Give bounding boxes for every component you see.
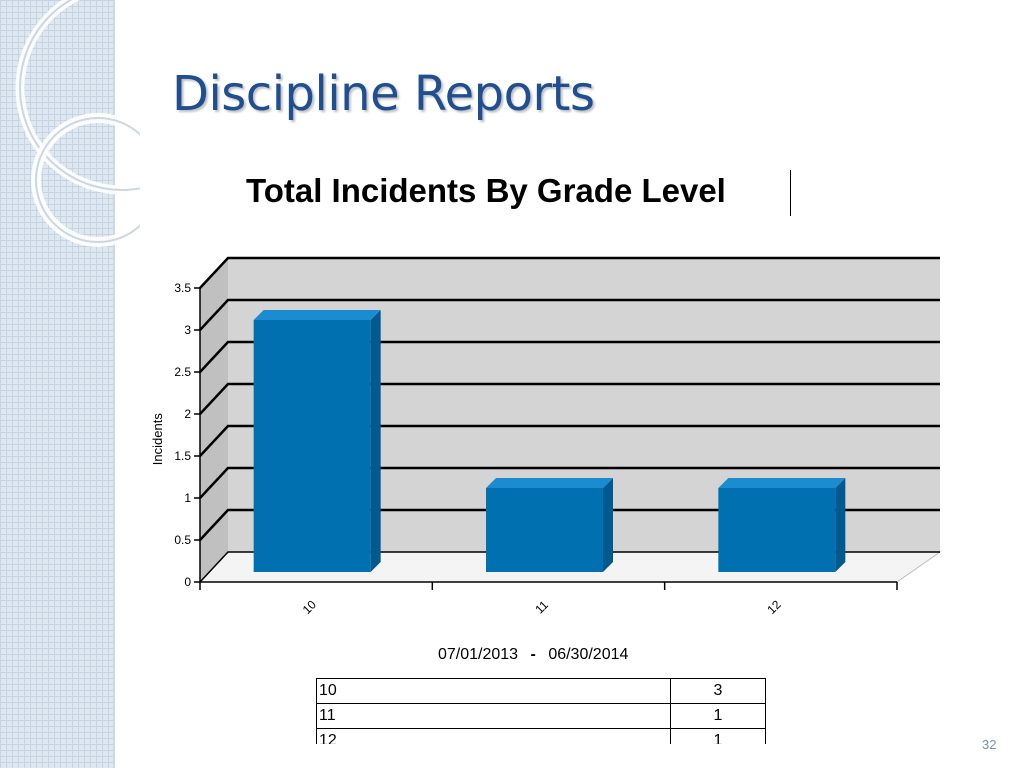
chart-side-wall [200,258,228,582]
bar-side [835,478,846,572]
data-table-container: 10 3 11 1 12 1 [316,678,766,744]
y-tick-label: 1 [184,491,191,505]
gridline [199,508,940,541]
y-tick-label: 3.5 [174,281,191,295]
table-cell-grade: 12 [316,728,671,744]
table-cell-count: 1 [670,728,766,744]
table-cell-count: 1 [670,703,766,729]
gridline [199,466,940,499]
y-tick-label: 3 [184,323,191,337]
date-range-start: 07/01/2013 [438,646,519,663]
text-cursor [790,170,791,216]
side-strip-edge [113,0,115,768]
x-tick-label: 12 [764,597,784,617]
bar-chart: 0 0.5 1 1.5 2 2.5 3 3.5 Incidents 10 11 12 [150,256,942,617]
date-range: 07/01/2013 - 06/30/2014 [438,646,628,664]
table-cell-grade: 10 [316,678,671,704]
chart-title: Total Incidents By Grade Level [246,172,726,209]
bar [718,488,836,572]
decorative-circles [15,0,140,247]
bar-side [370,310,381,572]
bar [253,320,371,572]
bar-side [603,478,613,572]
bar-top [253,310,381,320]
table-row: 10 3 [316,678,766,704]
gridline [199,256,940,289]
date-range-separator: - [530,646,536,663]
page-number: 32 [982,737,997,752]
gridline [199,298,940,331]
gridline [199,424,940,457]
slide-title: Discipline Reports [172,66,595,122]
y-tick-label: 1.5 [174,449,191,463]
y-tick-label: 0.5 [174,533,191,547]
y-tick-label: 2 [184,407,191,421]
table-row: 12 1 [316,728,766,744]
table-cell-grade: 11 [316,703,671,729]
y-tick-label: 2.5 [174,365,191,379]
x-tick-label: 11 [532,598,551,617]
gridline [199,382,940,415]
x-tick-label: 10 [300,597,320,617]
y-tick-label: 0 [184,575,191,589]
data-table: 10 3 11 1 12 1 [316,678,766,744]
bar-top [486,478,613,488]
bar-top [718,478,846,488]
bar [486,488,603,572]
table-row: 11 1 [316,703,766,729]
floor-edge [199,551,940,583]
gridline [199,340,940,373]
date-range-end: 06/30/2014 [548,646,629,663]
table-cell-count: 3 [670,678,766,704]
y-axis-title: Incidents [150,413,165,466]
